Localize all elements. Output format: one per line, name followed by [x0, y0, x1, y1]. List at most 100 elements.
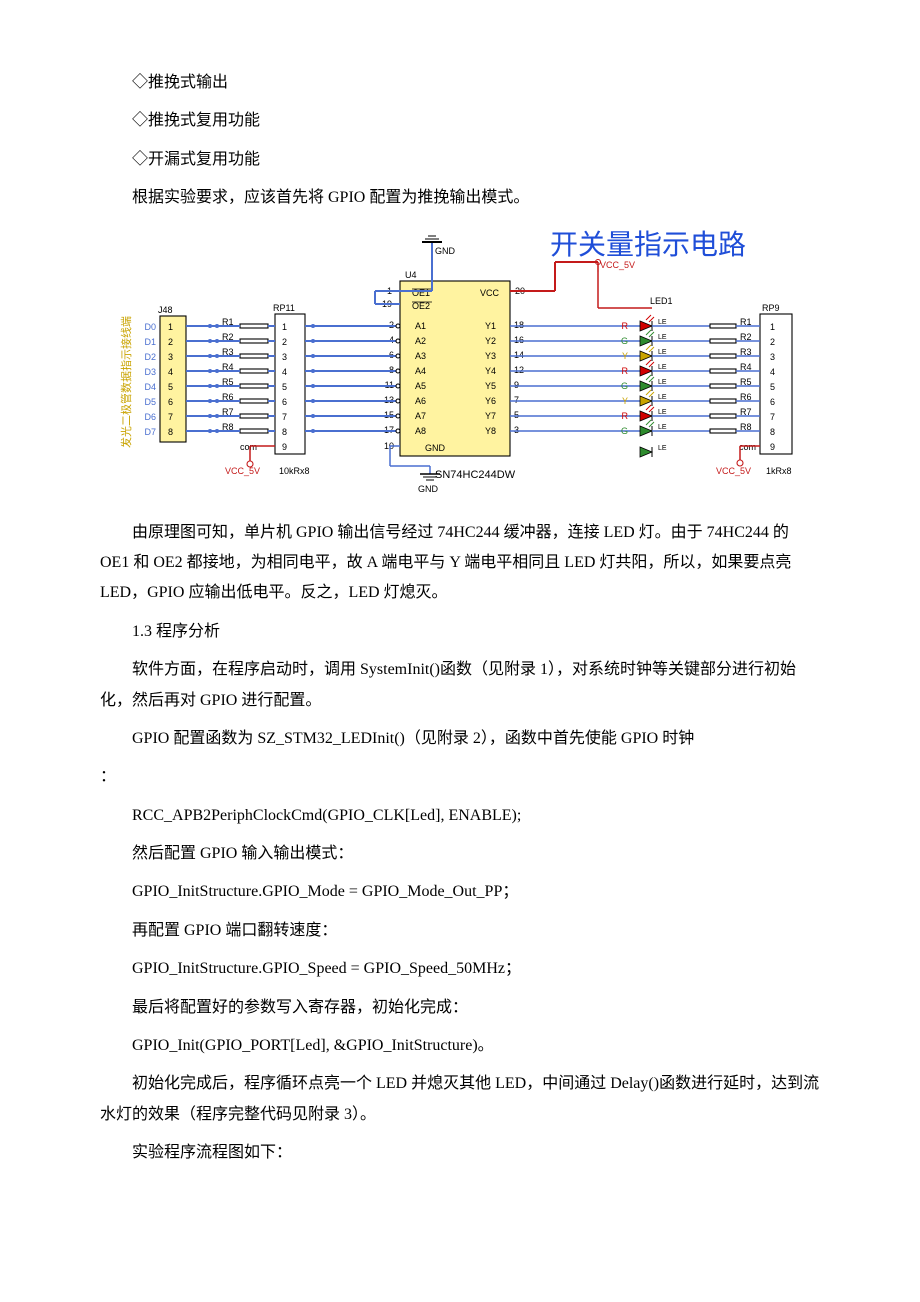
code-2: GPIO_InitStructure.GPIO_Mode = GPIO_Mode… — [100, 877, 820, 907]
svg-text:LE: LE — [658, 409, 667, 416]
svg-text:1: 1 — [168, 322, 173, 332]
para-config: 根据实验要求，应该首先将 GPIO 配置为推挽输出模式。 — [100, 183, 820, 213]
svg-text:A2: A2 — [415, 336, 426, 346]
para-software: 软件方面，在程序启动时，调用 SystemInit()函数（见附录 1），对系统… — [100, 655, 820, 716]
svg-text:com: com — [739, 442, 756, 452]
svg-text:2: 2 — [770, 337, 775, 347]
svg-text:6: 6 — [282, 397, 287, 407]
svg-text:Y4: Y4 — [485, 366, 496, 376]
svg-text:Y: Y — [622, 396, 628, 406]
svg-text:D0: D0 — [144, 322, 156, 332]
svg-text:Y6: Y6 — [485, 396, 496, 406]
svg-text:1kRx8: 1kRx8 — [766, 466, 792, 476]
svg-text:Y3: Y3 — [485, 351, 496, 361]
svg-text:Y2: Y2 — [485, 336, 496, 346]
svg-text:3: 3 — [282, 352, 287, 362]
svg-text:7: 7 — [770, 412, 775, 422]
svg-text:LED1: LED1 — [650, 296, 673, 306]
svg-text:U4: U4 — [405, 270, 417, 280]
para-loop: 初始化完成后，程序循环点亮一个 LED 并熄灭其他 LED，中间通过 Delay… — [100, 1069, 820, 1130]
svg-text:5: 5 — [168, 382, 173, 392]
svg-text:RP9: RP9 — [762, 303, 780, 313]
svg-text:SN74HC244DW: SN74HC244DW — [435, 469, 516, 481]
svg-text:5: 5 — [514, 410, 519, 420]
svg-text:Y1: Y1 — [485, 321, 496, 331]
svg-text:VCC: VCC — [480, 288, 500, 298]
svg-text:LE: LE — [658, 424, 667, 431]
svg-text:R: R — [622, 366, 629, 376]
svg-text:8: 8 — [282, 427, 287, 437]
para-write: 最后将配置好的参数写入寄存器，初始化完成： — [100, 993, 820, 1023]
code-1: RCC_APB2PeriphClockCmd(GPIO_CLK[Led], EN… — [100, 801, 820, 831]
svg-text:VCC_5V: VCC_5V — [716, 466, 751, 476]
svg-text:D1: D1 — [144, 337, 156, 347]
svg-text:LE: LE — [658, 445, 667, 452]
svg-text:7: 7 — [282, 412, 287, 422]
svg-text:12: 12 — [514, 365, 524, 375]
colon: ： — [100, 762, 820, 792]
svg-text:A8: A8 — [415, 426, 426, 436]
svg-text:D2: D2 — [144, 352, 156, 362]
svg-text:LE: LE — [658, 319, 667, 326]
para-flowchart: 实验程序流程图如下： — [100, 1138, 820, 1168]
circuit-diagram: 开关量指示电路VCC_5VGNDU4OE1OE2119VCC20A1Y1218A… — [100, 226, 820, 506]
svg-text:3: 3 — [770, 352, 775, 362]
svg-text:4: 4 — [168, 367, 173, 377]
svg-text:18: 18 — [514, 320, 524, 330]
svg-text:发光二极管数据指示接线端: 发光二极管数据指示接线端 — [119, 316, 133, 448]
svg-text:9: 9 — [770, 442, 775, 452]
svg-text:R: R — [622, 411, 629, 421]
svg-text:14: 14 — [514, 350, 524, 360]
svg-text:D3: D3 — [144, 367, 156, 377]
svg-text:8: 8 — [770, 427, 775, 437]
svg-text:A3: A3 — [415, 351, 426, 361]
svg-text:3: 3 — [168, 352, 173, 362]
svg-text:LE: LE — [658, 379, 667, 386]
para-mode: 然后配置 GPIO 输入输出模式： — [100, 839, 820, 869]
svg-text:VCC_5V: VCC_5V — [225, 466, 260, 476]
svg-text:LE: LE — [658, 334, 667, 341]
para-gpio-cfg: GPIO 配置函数为 SZ_STM32_LEDInit()（见附录 2），函数中… — [100, 724, 820, 754]
bullet-1: ◇推挽式输出 — [100, 68, 820, 98]
svg-text:7: 7 — [168, 412, 173, 422]
svg-text:9: 9 — [514, 380, 519, 390]
svg-text:7: 7 — [514, 395, 519, 405]
svg-text:10kRx8: 10kRx8 — [279, 466, 310, 476]
svg-text:J48: J48 — [158, 305, 173, 315]
svg-text:5: 5 — [282, 382, 287, 392]
para-speed: 再配置 GPIO 端口翻转速度： — [100, 916, 820, 946]
svg-text:6: 6 — [168, 397, 173, 407]
svg-text:LE: LE — [658, 349, 667, 356]
svg-text:D7: D7 — [144, 427, 156, 437]
bullet-2: ◇推挽式复用功能 — [100, 106, 820, 136]
svg-text:OE2: OE2 — [412, 301, 430, 311]
svg-text:A5: A5 — [415, 381, 426, 391]
svg-text:6: 6 — [770, 397, 775, 407]
svg-text:3: 3 — [514, 425, 519, 435]
svg-text:G: G — [621, 426, 628, 436]
svg-text:RP11: RP11 — [273, 303, 295, 313]
svg-text:9: 9 — [282, 442, 287, 452]
svg-text:2: 2 — [282, 337, 287, 347]
svg-text:5: 5 — [770, 382, 775, 392]
svg-text:A6: A6 — [415, 396, 426, 406]
svg-text:A1: A1 — [415, 321, 426, 331]
svg-text:2: 2 — [168, 337, 173, 347]
svg-text:A4: A4 — [415, 366, 426, 376]
svg-text:A7: A7 — [415, 411, 426, 421]
code-4: GPIO_Init(GPIO_PORT[Led], &GPIO_InitStru… — [100, 1031, 820, 1061]
svg-text:VCC_5V: VCC_5V — [600, 260, 635, 270]
svg-text:4: 4 — [282, 367, 287, 377]
svg-text:D5: D5 — [144, 397, 156, 407]
svg-text:OE1: OE1 — [412, 288, 430, 298]
text: GPIO 配置函数为 SZ_STM32_LEDInit()（见附录 2），函数中… — [132, 730, 694, 747]
svg-text:GND: GND — [435, 246, 456, 256]
svg-text:1: 1 — [770, 322, 775, 332]
bullet-3: ◇开漏式复用功能 — [100, 145, 820, 175]
svg-text:D4: D4 — [144, 382, 156, 392]
svg-text:1: 1 — [282, 322, 287, 332]
svg-text:16: 16 — [514, 335, 524, 345]
code-3: GPIO_InitStructure.GPIO_Speed = GPIO_Spe… — [100, 954, 820, 984]
svg-text:Y8: Y8 — [485, 426, 496, 436]
svg-text:Y5: Y5 — [485, 381, 496, 391]
